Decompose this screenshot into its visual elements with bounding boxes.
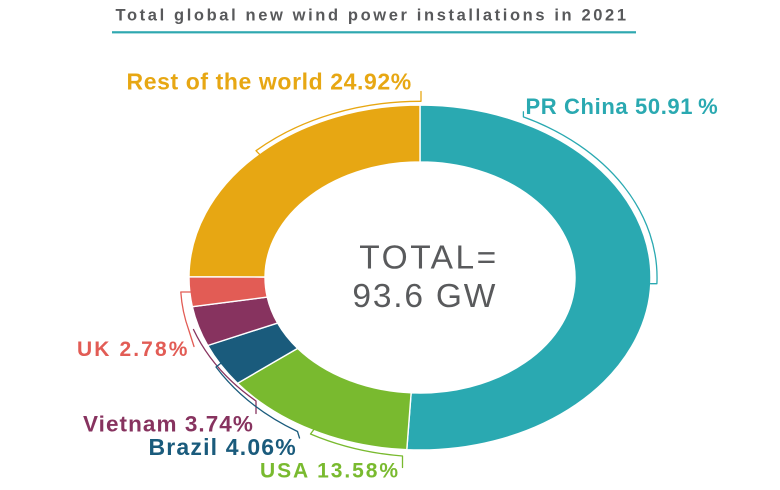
- svg-text:UK 2.78%: UK 2.78%: [77, 338, 190, 361]
- svg-text:Vietnam 3.74%: Vietnam 3.74%: [83, 412, 254, 437]
- svg-text:Total global new wind power in: Total global new wind power installation…: [116, 7, 629, 25]
- svg-text:Rest of the world 24.92%: Rest of the world 24.92%: [127, 69, 412, 95]
- svg-text:Brazil 4.06%: Brazil 4.06%: [149, 434, 297, 460]
- svg-text:USA 13.58%: USA 13.58%: [260, 460, 400, 483]
- svg-text:TOTAL=: TOTAL=: [359, 239, 498, 276]
- svg-text:PR China 50.91 %: PR China 50.91 %: [526, 94, 719, 119]
- svg-text:93.6 GW: 93.6 GW: [352, 278, 497, 315]
